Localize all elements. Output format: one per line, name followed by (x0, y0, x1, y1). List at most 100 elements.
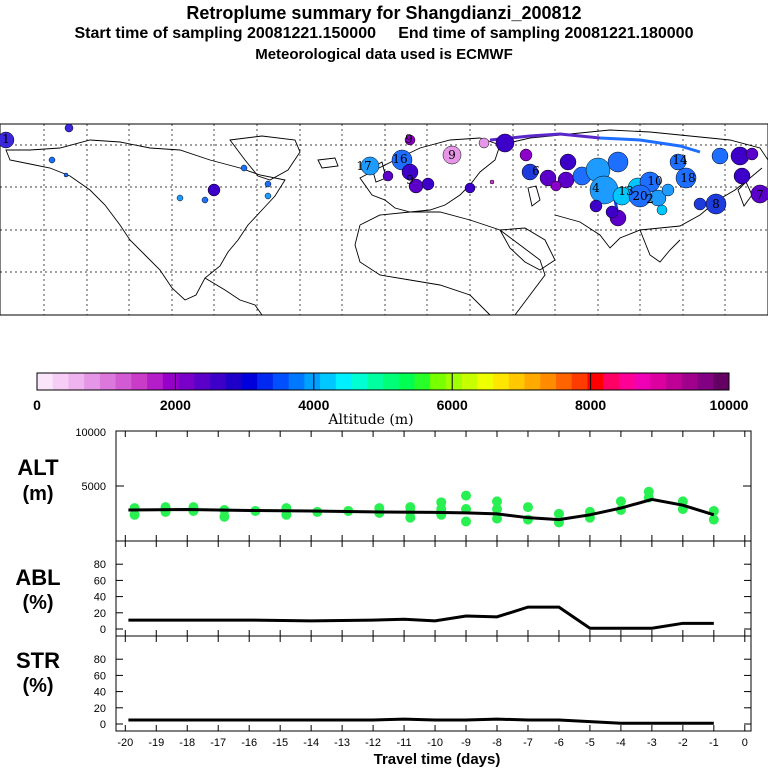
plume-dot (64, 123, 74, 133)
plume-dot (0, 131, 15, 149)
colorbar-swatch (383, 373, 400, 390)
plume-dot (589, 199, 603, 213)
plume-dot (404, 134, 416, 146)
plume-dot (550, 180, 562, 192)
colorbar-swatch (713, 373, 730, 390)
plume-dot (264, 192, 272, 200)
colorbar-swatch (84, 373, 101, 390)
x-tick-label: -9 (461, 737, 471, 749)
x-tick-label: -5 (585, 737, 595, 749)
colorbar-swatch (335, 373, 353, 390)
alt-scatter-point (492, 496, 502, 507)
altitude-colorbar: 0 2000 4000 6000 8000 10000 Altitude (m) (33, 372, 749, 428)
str-label: STR (16, 648, 60, 673)
alt-unit: (m) (22, 483, 53, 505)
alt-scatter-point (492, 513, 502, 524)
x-tick-label: -10 (427, 737, 443, 749)
alt-scatter-point (405, 502, 416, 513)
colorbar-swatch (493, 373, 510, 390)
x-tick-label: 0 (742, 737, 748, 749)
colorbar-swatch (225, 373, 242, 390)
colorbar-swatch (162, 373, 180, 390)
abl-tick-label: 40 (94, 592, 106, 604)
plume-dot (207, 183, 221, 197)
colorbar-swatch (68, 373, 85, 390)
plume-dot (382, 170, 394, 182)
plume-dot (661, 183, 675, 197)
x-tick-label: -14 (303, 737, 319, 749)
x-tick-label: -18 (179, 737, 195, 749)
str-line (128, 717, 714, 725)
str-tick-label: 60 (94, 670, 106, 682)
abl-panel: ABL (%) 80 60 40 20 0 (15, 540, 752, 637)
plume-dot (605, 205, 619, 219)
plume-label: 2 (646, 192, 654, 206)
plume-label: 7 (756, 188, 764, 202)
str-tick-label: 40 (94, 687, 106, 699)
colorbar-swatch (241, 373, 258, 390)
alt-panel: ALT (m) 10000 5000 (17, 427, 752, 542)
colorbar-swatch (508, 373, 526, 390)
colorbar-swatch (351, 373, 368, 390)
colorbar-swatch (556, 373, 573, 390)
colorbar-swatch (414, 373, 431, 390)
colorbar-swatch (524, 373, 541, 390)
colorbar-swatch (304, 373, 321, 390)
plume-dot (607, 151, 629, 173)
alt-scatter-point (436, 497, 447, 508)
plume-label: 20 (632, 189, 647, 203)
alt-scatter-point (708, 514, 719, 525)
plume-dot (711, 147, 729, 165)
colorbar-swatch (618, 373, 636, 390)
x-axis-title: Travel time (days) (374, 751, 501, 768)
alt-median-line (128, 497, 715, 522)
colorbar-swatch (540, 373, 557, 390)
plume-label: 8 (712, 197, 720, 211)
plume-dot (559, 153, 577, 171)
colorbar-swatch (288, 373, 305, 390)
colorbar-tick-label: 2000 (160, 397, 191, 413)
plume-label: 6 (532, 164, 540, 178)
colorbar-swatch (147, 373, 164, 390)
colorbar-swatch (272, 373, 290, 390)
x-tick-label: -13 (334, 737, 350, 749)
plume-dot (675, 167, 697, 189)
plume-label: 4 (592, 181, 600, 195)
colorbar-swatch (194, 373, 211, 390)
plume-dot (489, 179, 495, 185)
abl-tick-label: 80 (94, 559, 106, 571)
plume-label: 17 (356, 159, 371, 173)
colorbar-tick-label: 6000 (437, 397, 468, 413)
colorbar-swatch (37, 373, 54, 390)
plume-dot (649, 189, 667, 207)
colorbar-swatch (650, 373, 667, 390)
colorbar-tick-label: 10000 (710, 397, 749, 413)
colorbar-tick-label: 0 (33, 397, 41, 413)
plume-dot (745, 147, 759, 161)
colorbar-tick-label: 8000 (575, 397, 606, 413)
x-tick-label: -7 (523, 737, 533, 749)
alt-scatter-point (492, 504, 502, 515)
colorbar-swatch (697, 373, 714, 390)
plume-label: 18 (680, 171, 695, 185)
x-tick-label: -15 (272, 737, 288, 749)
alt-scatter-point (129, 503, 140, 514)
colorbar-label: Altitude (m) (327, 412, 413, 428)
plume-label: 10 (647, 174, 662, 188)
colorbar-swatch (398, 373, 415, 390)
x-tick-label: -12 (365, 737, 381, 749)
plume-dot (264, 180, 272, 188)
x-tick-label: -20 (117, 737, 133, 749)
x-tick-label: -16 (241, 737, 257, 749)
coastlines (5, 129, 768, 316)
str-unit: (%) (22, 675, 53, 697)
alt-scatter-point (522, 502, 533, 513)
plume-dot (519, 148, 533, 162)
plume-dot (48, 156, 56, 164)
plume-dot (201, 196, 209, 204)
colorbar-swatch (178, 373, 195, 390)
alt-tick-10000: 10000 (75, 427, 106, 439)
plume-dot (240, 164, 248, 172)
